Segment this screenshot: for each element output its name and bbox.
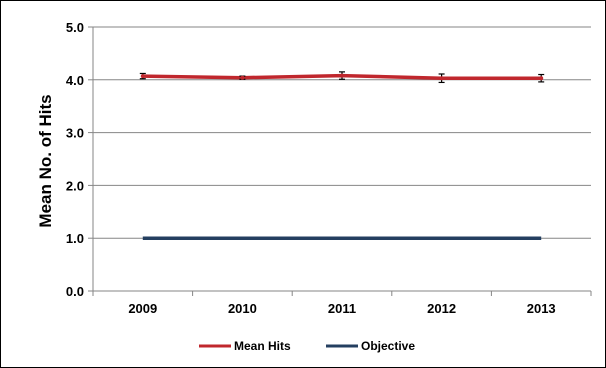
x-tick-label: 2010 bbox=[228, 301, 257, 316]
gridlines bbox=[93, 26, 591, 239]
data-point bbox=[240, 75, 245, 80]
x-tick-label: 2009 bbox=[128, 301, 157, 316]
y-axis-title: Mean No. of Hits bbox=[36, 94, 55, 227]
y-tick-labels: 0.0 1.0 2.0 3.0 4.0 5.0 bbox=[66, 20, 84, 299]
y-tick-label: 1.0 bbox=[66, 231, 84, 246]
y-tick-label: 3.0 bbox=[66, 126, 84, 141]
legend-label: Mean Hits bbox=[234, 339, 291, 353]
x-tick-label: 2011 bbox=[328, 301, 356, 316]
y-tick-label: 0.0 bbox=[66, 284, 84, 299]
series bbox=[139, 71, 545, 240]
x-tick-labels: 2009 2010 2011 2012 2013 bbox=[128, 301, 555, 316]
data-point bbox=[439, 76, 444, 81]
x-tick-label: 2013 bbox=[527, 301, 556, 316]
series-mean-hits bbox=[139, 71, 545, 84]
y-tick-label: 5.0 bbox=[66, 20, 84, 35]
data-point bbox=[539, 76, 544, 81]
axes bbox=[88, 26, 592, 296]
legend: Mean Hits Objective bbox=[199, 339, 415, 353]
x-tick-label: 2012 bbox=[427, 301, 456, 316]
data-point bbox=[140, 74, 145, 79]
y-tick-label: 2.0 bbox=[66, 178, 84, 193]
y-tick-label: 4.0 bbox=[66, 73, 84, 88]
legend-label: Objective bbox=[361, 339, 415, 353]
data-point bbox=[340, 73, 344, 78]
